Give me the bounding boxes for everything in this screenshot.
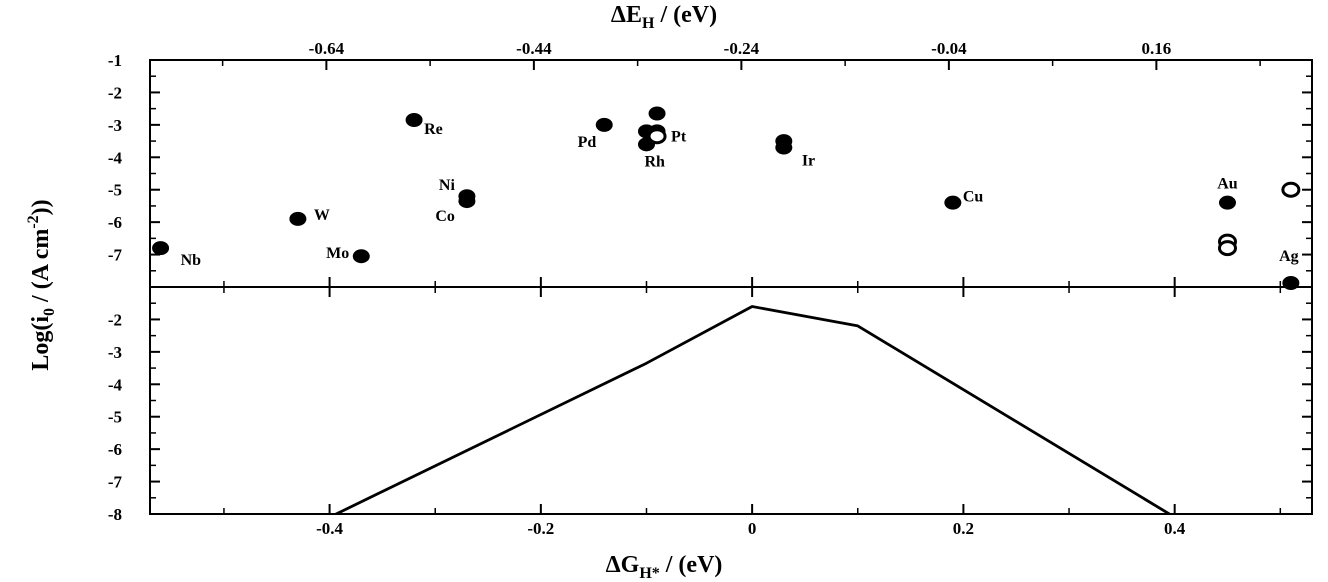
label-ag: Ag (1279, 248, 1299, 265)
top-tick-label: -0.04 (931, 39, 967, 58)
y-tick-label: -7 (108, 473, 123, 492)
y-tick-label: -5 (108, 408, 122, 427)
top-tick-label: 0.16 (1142, 39, 1172, 58)
y-tick-label: -3 (108, 343, 122, 362)
y-tick-label: -6 (108, 213, 122, 232)
label-re: Re (424, 121, 443, 138)
top-tick-label: -0.24 (724, 39, 760, 58)
x-tick-label: -0.2 (527, 519, 554, 538)
y-tick-label: -5 (108, 181, 122, 200)
data-point (648, 106, 666, 121)
x-tick-label: 0.2 (953, 519, 974, 538)
data-point-ag (1282, 276, 1300, 290)
y-tick-label: -4 (108, 375, 123, 394)
data-point-cu (944, 195, 962, 210)
data-point (775, 134, 793, 149)
label-co: Co (435, 208, 455, 225)
y-tick-label: -2 (108, 310, 122, 329)
y-tick-label: -4 (108, 148, 123, 167)
top-panel-y-axis-ticks: -1 -2 -3 -4 -5 -6 -7 (108, 51, 1312, 272)
data-point-co (458, 194, 476, 209)
data-point-nb (152, 241, 170, 256)
bottom-panel-y-axis-ticks: -2 -3 -4 -5 -6 -7 -8 (108, 302, 1312, 524)
x-tick-label: 0 (748, 519, 757, 538)
y-tick-label: -8 (108, 505, 122, 524)
label-pt: Pt (671, 128, 687, 145)
label-rh: Rh (644, 153, 665, 170)
y-axis-title: Log(i0 / (A cm-2)) (25, 199, 58, 370)
data-point (647, 128, 667, 145)
data-point-re (405, 112, 423, 127)
label-w: W (314, 207, 330, 224)
top-tick-label: -0.44 (516, 39, 552, 58)
y-tick-label: -6 (108, 440, 122, 459)
top-axis-ticks: -0.64 -0.44 -0.24 -0.04 0.16 (221, 39, 1261, 70)
volcano-curve (332, 305, 1173, 514)
data-point-mo (352, 249, 370, 264)
data-point-w (289, 211, 307, 226)
data-point (1217, 240, 1237, 257)
label-au: Au (1217, 176, 1238, 193)
x-tick-label: -0.4 (316, 519, 343, 538)
exchange-current-points (152, 106, 1301, 290)
x-tick-label: 0.4 (1164, 519, 1186, 538)
top-tick-label: -0.64 (309, 39, 345, 58)
label-mo: Mo (326, 245, 349, 262)
top-axis-title: ΔEH / (eV) (611, 2, 717, 32)
y-tick-label: -3 (108, 116, 122, 135)
metal-labels: Nb W Mo Re Ni Co Pd Rh Pt Ir Cu Au Ag (181, 121, 1299, 269)
data-point-au (1218, 195, 1236, 210)
label-cu: Cu (963, 189, 984, 206)
label-ni: Ni (439, 177, 456, 194)
label-pd: Pd (578, 134, 597, 151)
bottom-x-axis-ticks: -0.4 -0.2 0 0.2 0.4 (223, 277, 1282, 538)
data-point (1281, 181, 1301, 198)
label-nb: Nb (181, 252, 202, 269)
volcano-curve-group (332, 305, 1173, 514)
plot-frame (149, 59, 1313, 515)
label-ir: Ir (802, 153, 815, 170)
x-axis-title: ΔGH* / (eV) (606, 552, 723, 582)
y-tick-label: -7 (108, 246, 123, 265)
data-point-pd (595, 117, 613, 132)
y-tick-label: -2 (108, 83, 122, 102)
y-tick-label: -1 (108, 51, 122, 70)
